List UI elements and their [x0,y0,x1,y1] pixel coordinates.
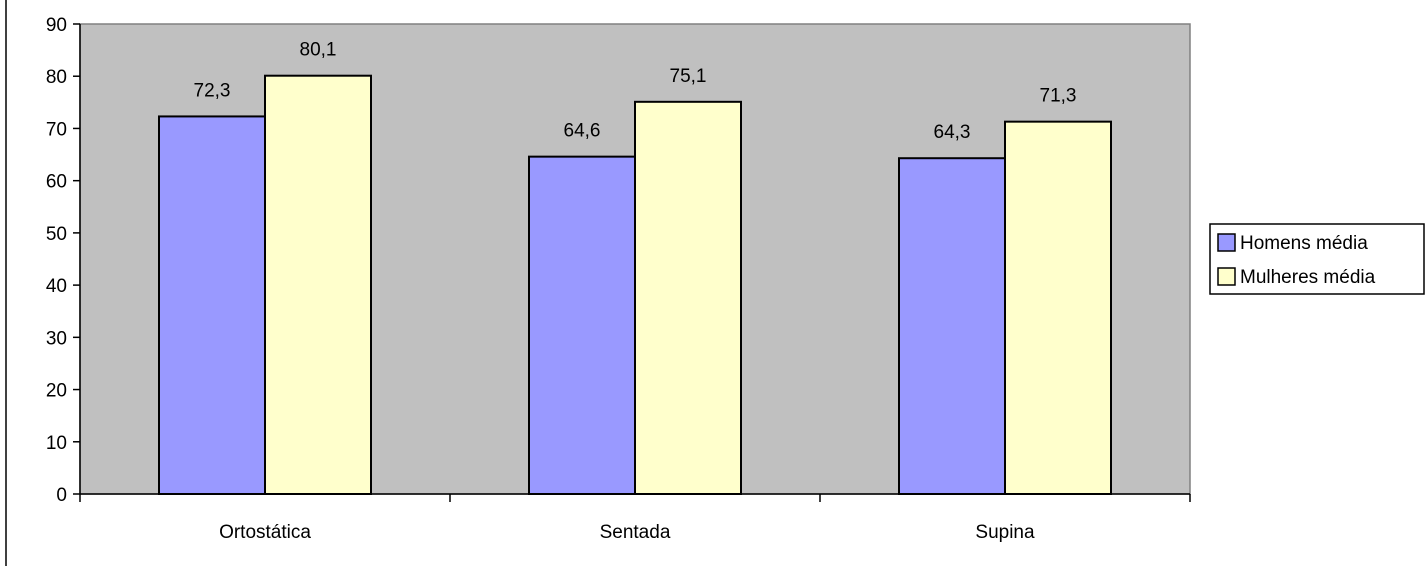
y-tick-label: 90 [46,15,67,36]
y-tick-label: 20 [46,381,67,402]
y-tick-label: 30 [46,328,67,349]
x-category-label: Supina [975,522,1035,543]
bars-group [158,74,1112,496]
legend-label: Homens média [1240,233,1368,254]
x-category-label: Sentada [600,522,671,543]
legend-swatch [1217,233,1236,252]
y-tick-label: 60 [46,172,67,193]
y-tick-label: 10 [46,433,67,454]
bar-mulheres [634,100,742,496]
data-label: 80,1 [300,40,337,61]
data-label: 64,6 [564,121,601,142]
bar-homens [528,155,636,495]
data-labels-group: 72,3 80,1 64,6 75,1 64,3 71,3 [194,40,1077,144]
x-category-label: Ortostática [219,522,311,543]
y-tick-label: 70 [46,119,67,140]
data-label: 75,1 [670,66,707,87]
y-tick-label: 0 [56,485,67,506]
bar-mulheres [264,74,372,495]
y-tick-label: 50 [46,224,67,245]
bar-homens [158,115,266,496]
data-label: 64,3 [934,122,971,143]
legend-swatch [1217,267,1236,286]
data-label: 72,3 [194,80,231,101]
data-label: 71,3 [1040,86,1077,107]
y-tick-label: 80 [46,67,67,88]
legend-label: Mulheres média [1240,267,1376,288]
y-tick-label: 40 [46,276,67,297]
bar-mulheres [1004,120,1112,496]
legend: Homens média Mulheres média [1209,223,1425,295]
legend-box [1209,223,1425,295]
y-axis: 0 10 20 30 40 50 60 70 80 90 [46,15,81,506]
bar-homens [898,157,1006,495]
x-axis: Ortostática Sentada Supina [79,493,1191,543]
